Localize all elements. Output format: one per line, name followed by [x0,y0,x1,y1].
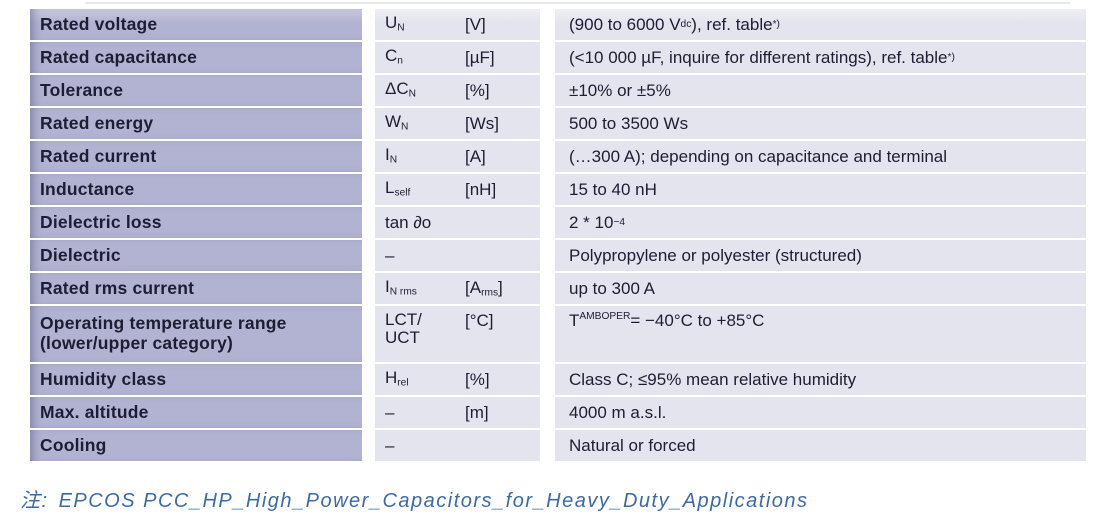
unit: [nH] [465,179,497,199]
symbol: IN rms [385,277,417,298]
symbol: Cn [385,46,403,67]
unit: [°C] [465,311,494,330]
symbol-unit-cell: IN rms [Arms] [375,273,540,304]
symbol-unit-cell: LCT/UCT [°C] [375,306,540,362]
unit: [%] [465,80,490,100]
param-cell: Dielectric loss [30,207,362,238]
symbol-unit-cell: tan ∂o [375,207,540,238]
unit: [Arms] [465,278,503,299]
symbol: WN [385,112,409,133]
param-name: Cooling [40,434,107,455]
param-cell: Tolerance [30,75,362,106]
table-row: Dielectric loss tan ∂o 2 * 10 −4 [30,207,1086,238]
param-name: Rated current [40,145,157,166]
unit: [V] [465,14,486,34]
symbol-unit-cell: Lself [nH] [375,174,540,205]
symbol: – [385,435,395,455]
param-name: Dielectric [40,244,121,265]
unit: [µF] [465,47,495,67]
value-cell: Natural or forced [555,430,1086,461]
value-cell: (<10 000 µF, inquire for different ratin… [555,42,1086,73]
param-name: Rated energy [40,112,154,133]
param-cell: Operating temperature range (lower/upper… [30,306,362,362]
symbol: – [385,245,395,265]
value-cell: 15 to 40 nH [555,174,1086,205]
param-name: Rated capacitance [40,46,198,67]
param-cell: Rated voltage [30,9,362,40]
param-cell: Dielectric [30,240,362,271]
param-name: Inductance [40,178,135,199]
table-row: Humidity class Hrel [%] Class C; ≤95% me… [30,364,1086,395]
param-name: Rated rms current [40,277,195,298]
symbol-unit-cell: Cn [µF] [375,42,540,73]
param-name: Max. altitude [40,401,149,422]
symbol-unit-cell: WN [Ws] [375,108,540,139]
table-row: Operating temperature range (lower/upper… [30,306,1086,362]
param-cell: Cooling [30,430,362,461]
symbol: UN [385,13,405,34]
value-cell: up to 300 A [555,273,1086,304]
unit: [A] [465,146,486,166]
symbol-unit-cell: UN [V] [375,9,540,40]
symbol: Lself [385,178,411,199]
param-name: Rated voltage [40,13,158,34]
param-name: Operating temperature range [40,313,287,334]
table-row: Rated energy WN [Ws] 500 to 3500 Ws [30,108,1086,139]
symbol-unit-cell: – [375,240,540,271]
symbol-unit-cell: – [375,430,540,461]
table-row: Dielectric – Polypropylene or polyester … [30,240,1086,271]
symbol: – [385,402,395,422]
symbol: IN [385,145,398,166]
param-cell: Humidity class [30,364,362,395]
value-cell: 500 to 3500 Ws [555,108,1086,139]
value-cell: Polypropylene or polyester (structured) [555,240,1086,271]
value-cell: Class C; ≤95% mean relative humidity [555,364,1086,395]
value-cell: T AMBOPER = −40°C to +85°C [555,306,1086,362]
param-cell: Rated capacitance [30,42,362,73]
symbol-unit-cell: ΔCN [%] [375,75,540,106]
table-row: Rated current IN [A] (…300 A); depending… [30,141,1086,172]
table-row: Rated rms current IN rms [Arms] up to 30… [30,273,1086,304]
param-cell: Rated rms current [30,273,362,304]
param-name: Dielectric loss [40,211,162,232]
symbol-unit-cell: Hrel [%] [375,364,540,395]
param-name: Humidity class [40,368,167,389]
param-name-line2: (lower/upper category) [40,333,234,353]
value-cell: 2 * 10 −4 [555,207,1086,238]
footnote: 注: EPCOS PCC_HP_High_Power_Capacitors_for… [20,484,809,513]
table-row: Max. altitude – [m] 4000 m a.s.l. [30,397,1086,428]
param-name: Tolerance [40,79,124,100]
param-cell: Max. altitude [30,397,362,428]
top-divider [85,2,1070,4]
unit: [%] [465,369,490,389]
footnote-prefix: 注: [20,490,49,512]
symbol-unit-cell: – [m] [375,397,540,428]
table-row: Inductance Lself [nH] 15 to 40 nH [30,174,1086,205]
table-row: Rated capacitance Cn [µF] (<10 000 µF, i… [30,42,1086,73]
symbol: tan ∂o [385,212,432,232]
param-cell: Rated energy [30,108,362,139]
unit: [m] [465,402,489,422]
symbol: ΔCN [385,79,416,100]
symbol: Hrel [385,368,409,389]
symbol-unit-cell: IN [A] [375,141,540,172]
value-cell: (…300 A); depending on capacitance and t… [555,141,1086,172]
symbol: LCT/UCT [385,310,422,347]
value-cell: ±10% or ±5% [555,75,1086,106]
table-row: Cooling – Natural or forced [30,430,1086,461]
footnote-text: EPCOS PCC_HP_High_Power_Capacitors_for_H… [58,490,809,512]
param-cell: Inductance [30,174,362,205]
value-cell: 4000 m a.s.l. [555,397,1086,428]
table-row: Tolerance ΔCN [%] ±10% or ±5% [30,75,1086,106]
unit: [Ws] [465,113,499,133]
param-cell: Rated current [30,141,362,172]
